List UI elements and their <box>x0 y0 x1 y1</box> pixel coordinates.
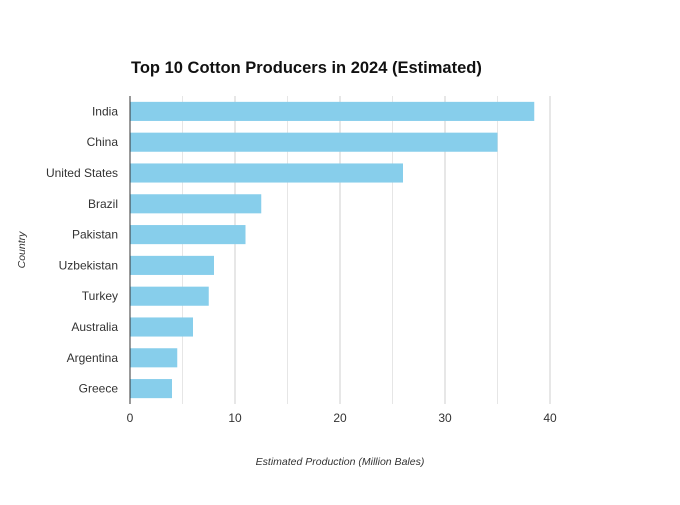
x-tick-label: 20 <box>333 411 347 425</box>
bar-china <box>130 132 498 152</box>
category-label: Brazil <box>88 197 118 211</box>
chart-title: Top 10 Cotton Producers in 2024 (Estimat… <box>131 59 482 77</box>
x-tick-label: 0 <box>127 411 134 425</box>
x-tick-label: 10 <box>228 411 242 425</box>
category-label: China <box>87 135 119 149</box>
category-label: Argentina <box>67 351 119 365</box>
bar-greece <box>130 379 172 399</box>
x-tick-label: 30 <box>438 411 452 425</box>
bar-turkey <box>130 286 209 306</box>
category-label: Turkey <box>82 289 118 303</box>
category-label: Uzbekistan <box>59 258 118 272</box>
x-axis-title: Estimated Production (Million Bales) <box>256 456 425 468</box>
bars <box>130 101 535 399</box>
bar-uzbekistan <box>130 255 214 275</box>
bar-united-states <box>130 163 403 183</box>
y-axis-title: Country <box>16 231 28 269</box>
category-label: India <box>92 104 118 118</box>
axes: India China United States Brazil Pakistan Uzb… <box>46 96 557 425</box>
bar-pakistan <box>130 225 246 245</box>
category-label: Australia <box>71 320 118 334</box>
bar-australia <box>130 317 193 337</box>
bar-brazil <box>130 194 262 214</box>
x-tick-label: 40 <box>543 411 557 425</box>
category-label: United States <box>46 166 118 180</box>
category-label: Greece <box>79 382 119 396</box>
bar-argentina <box>130 348 178 368</box>
category-label: Pakistan <box>72 228 118 242</box>
bar-india <box>130 101 535 121</box>
